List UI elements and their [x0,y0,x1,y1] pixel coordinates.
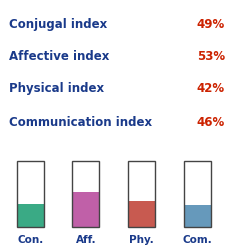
Text: Phy.: Phy. [129,234,153,244]
Text: 49%: 49% [196,18,224,31]
Text: Conjugal index: Conjugal index [9,18,107,31]
Bar [17,162,43,227]
Text: Communication index: Communication index [9,115,152,128]
Bar [128,201,154,227]
Bar [183,162,210,227]
Bar [183,162,210,227]
Bar [72,192,99,227]
Bar [128,162,154,227]
Bar [72,162,99,227]
Text: Com.: Com. [182,234,211,244]
Text: 42%: 42% [196,82,224,95]
Bar [17,162,43,227]
Text: 46%: 46% [196,115,224,128]
Bar [17,204,43,227]
Text: 53%: 53% [196,50,224,63]
Bar [128,162,154,227]
Bar [183,206,210,227]
Text: Con.: Con. [17,234,43,244]
Bar [72,162,99,227]
Text: Aff.: Aff. [75,234,96,244]
Text: Affective index: Affective index [9,50,109,63]
Text: Physical index: Physical index [9,82,104,95]
